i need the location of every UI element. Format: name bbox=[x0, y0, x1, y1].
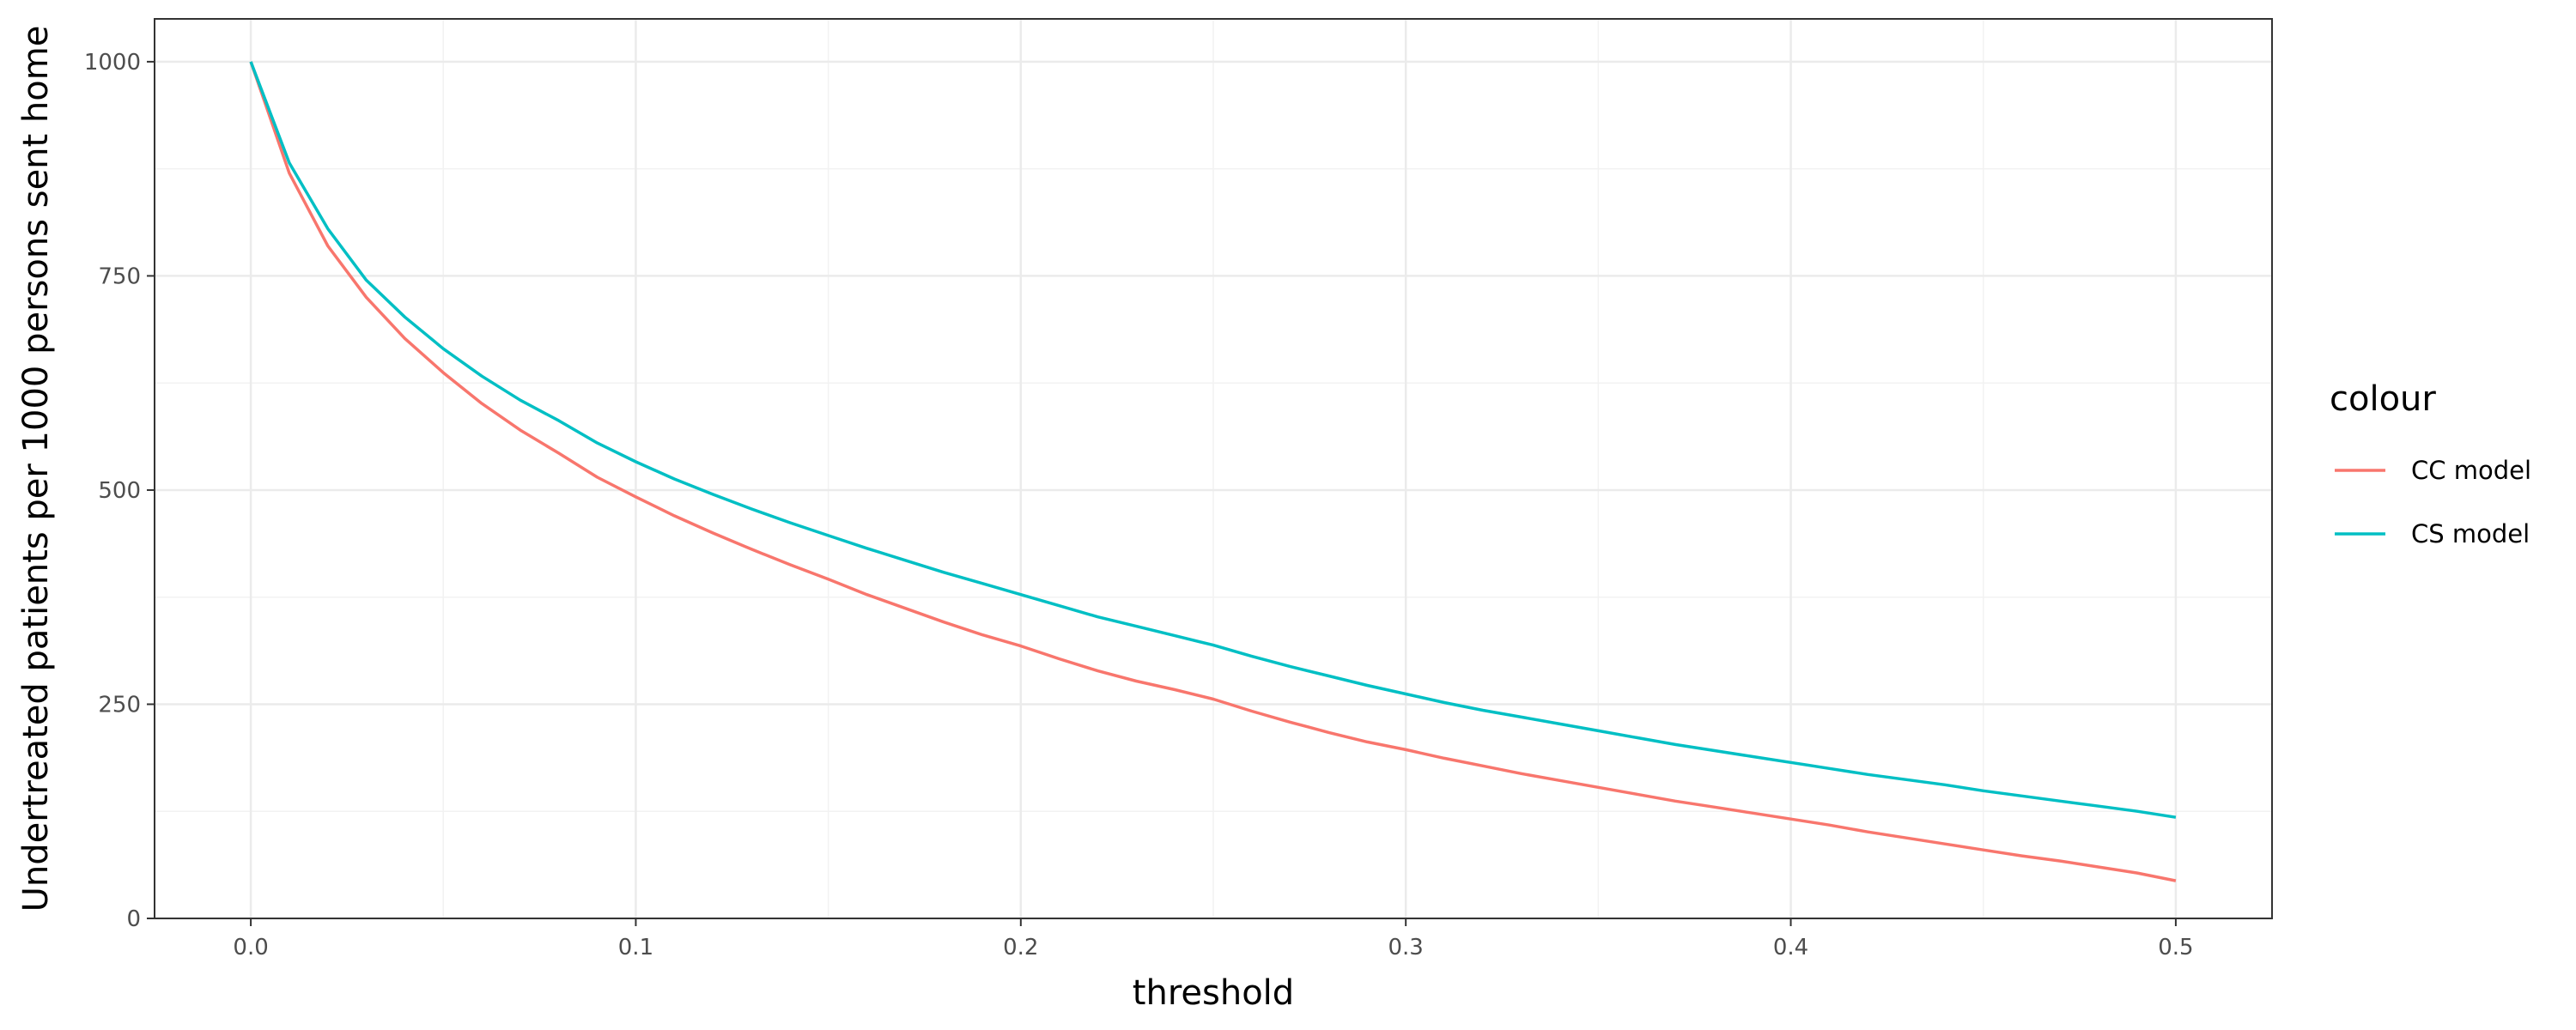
y-axis-title: Undertreated patients per 1000 persons s… bbox=[16, 26, 56, 912]
plot-border bbox=[154, 18, 2273, 919]
x-tick-label: 0.3 bbox=[1388, 935, 1424, 960]
series-line-2 bbox=[249, 61, 2177, 819]
y-tick-label: 750 bbox=[98, 264, 141, 289]
x-tick-label: 0.5 bbox=[2158, 935, 2193, 960]
y-tick-label: 500 bbox=[98, 478, 141, 504]
y-tick-label: 1000 bbox=[84, 50, 141, 76]
x-tick-label: 0.1 bbox=[618, 935, 653, 960]
x-tick-label: 0.2 bbox=[1003, 935, 1038, 960]
x-axis-title: threshold bbox=[1133, 973, 1294, 1013]
x-tick-label: 0.0 bbox=[233, 935, 268, 960]
legend-title: colour bbox=[2330, 379, 2436, 419]
series-line-1 bbox=[249, 61, 2177, 882]
y-tick-label: 250 bbox=[98, 692, 141, 718]
legend-entry-label: CS model bbox=[2411, 519, 2530, 548]
legend-entry-label: CC model bbox=[2411, 456, 2531, 485]
y-tick-label: 0 bbox=[126, 906, 141, 932]
x-tick-label: 0.4 bbox=[1773, 935, 1808, 960]
legend: colour CC model CS model bbox=[2330, 379, 2531, 548]
